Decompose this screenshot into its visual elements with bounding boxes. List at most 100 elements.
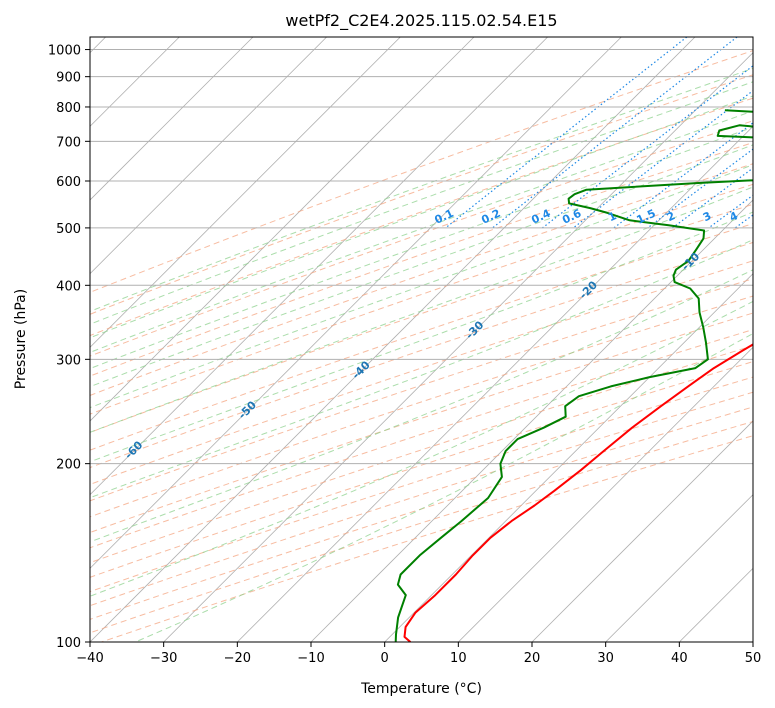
moist-adiabat-line — [90, 269, 753, 543]
isotherm-label: -40 — [350, 358, 373, 381]
x-tick-label: 20 — [524, 651, 541, 666]
moist-adiabat-line — [90, 95, 753, 339]
x-tick-label: −10 — [297, 651, 324, 666]
plot-frame — [89, 36, 754, 643]
y-tick-label: 800 — [56, 101, 81, 116]
mixing-ratio-label: 2 — [665, 209, 677, 224]
x-tick-label: 50 — [745, 651, 762, 666]
y-tick-label: 400 — [56, 279, 81, 294]
mixing-ratio-label: 0.6 — [560, 207, 583, 227]
dry-adiabat-line — [90, 312, 753, 534]
x-axis-label: Temperature (°C) — [360, 681, 482, 697]
mixing-ratio-line — [492, 37, 738, 229]
y-tick-label: 200 — [56, 458, 81, 473]
pressure-gridlines — [90, 49, 753, 642]
isotherm-line — [458, 346, 753, 642]
mixing-ratio-line — [734, 214, 753, 229]
dry-adiabat-line — [90, 361, 753, 578]
mixing-ratio-label: 0.1 — [433, 207, 456, 227]
x-tick-label: 0 — [381, 651, 389, 666]
moist-adiabat-line — [135, 332, 753, 642]
isotherm-line — [384, 273, 753, 642]
isotherm-label: -20 — [577, 278, 600, 301]
x-tick-label: 40 — [671, 651, 688, 666]
isotherm-line — [531, 420, 753, 642]
isotherm-label: -70 — [9, 478, 32, 501]
moist-adiabat-line — [90, 300, 753, 597]
y-tick-label: 100 — [56, 636, 81, 651]
dry-adiabat-line — [90, 241, 753, 469]
y-axis-ticks: 100 200 300 400 500 600 700 800 900 1000 — [48, 44, 90, 651]
dry-adiabat-line — [90, 329, 753, 549]
x-tick-label: −40 — [76, 651, 103, 666]
dry-adiabat-line — [90, 345, 753, 564]
mixing-ratio-line — [572, 89, 753, 229]
x-tick-label: −20 — [224, 651, 251, 666]
dry-adiabat-line — [90, 163, 753, 396]
dry-adiabat-line — [90, 391, 753, 607]
mixing-ratio-line — [613, 122, 753, 229]
mixing-ratio-label: 0.4 — [529, 207, 552, 227]
y-tick-label: 1000 — [48, 44, 81, 59]
dry-adiabat-line — [90, 295, 753, 518]
y-tick-label: 300 — [56, 353, 81, 368]
isotherm-line — [605, 494, 753, 642]
y-tick-label: 700 — [56, 135, 81, 150]
y-tick-label: 600 — [56, 175, 81, 190]
isotherm-label: -10 — [679, 250, 702, 273]
x-tick-label: 10 — [450, 651, 467, 666]
moist-adiabat-line — [90, 110, 753, 353]
dry-adiabat-line — [90, 223, 753, 451]
dry-adiabat-line — [90, 376, 753, 593]
isotherm-line — [163, 52, 753, 642]
x-tick-label: 30 — [597, 651, 614, 666]
temperature-profile-line — [403, 343, 753, 642]
dry-adiabat-line — [90, 278, 753, 502]
moist-adiabat-line — [90, 211, 753, 463]
dry-adiabat-line — [90, 97, 753, 337]
dry-adiabat-line — [90, 420, 753, 634]
profile-series — [394, 109, 753, 642]
isotherm-line — [237, 125, 753, 642]
dewpoint-profile-line — [394, 109, 753, 642]
moist-adiabat-line — [90, 186, 753, 433]
mixing-ratio-label: 3 — [701, 209, 713, 224]
isotherm-line — [90, 37, 622, 569]
background-lines — [90, 37, 753, 642]
dry-adiabat-line — [90, 142, 753, 377]
isotherm-line — [90, 37, 548, 496]
isotherm-line — [90, 37, 401, 348]
mixing-ratio-label: 4 — [728, 209, 741, 224]
isotherm-label: -60 — [122, 438, 145, 461]
dry-adiabat-line — [90, 260, 753, 485]
moist-adiabat-line — [90, 81, 753, 325]
dry-adiabat-line — [90, 183, 753, 415]
dry-adiabat-line — [101, 435, 753, 642]
isotherm-line — [752, 641, 753, 642]
isotherm-line — [90, 37, 696, 642]
isotherm-line — [90, 37, 327, 275]
moist-adiabat-line — [90, 164, 753, 409]
mixing-ratio-line — [672, 167, 753, 229]
x-tick-label: −30 — [150, 651, 177, 666]
y-tick-label: 900 — [56, 71, 81, 86]
moist-adiabat-line — [90, 239, 753, 499]
chart-title: wetPf2_C2E4.2025.115.02.54.E15 — [285, 11, 557, 31]
isotherm-label: -30 — [463, 318, 486, 341]
isotherm-line — [90, 37, 254, 201]
dry-adiabat-line — [90, 50, 753, 293]
mixing-ratio-line — [542, 65, 753, 229]
isotherm-label: -50 — [236, 398, 259, 421]
dry-adiabat-line — [90, 120, 753, 357]
mixing-ratio-label: 0.2 — [479, 207, 502, 227]
dry-adiabat-line — [90, 74, 753, 315]
isotherm-line — [310, 199, 753, 642]
isotherm-line — [90, 37, 475, 422]
mixing-ratio-label: 6 — [766, 209, 775, 224]
dry-adiabat-line — [90, 203, 753, 433]
moist-adiabat-line — [90, 126, 753, 370]
moist-adiabat-line — [90, 144, 753, 388]
x-axis-ticks: −40 −30 −20 −10 0 10 20 30 40 50 — [76, 642, 761, 666]
y-axis-label: Pressure (hPa) — [13, 289, 29, 389]
